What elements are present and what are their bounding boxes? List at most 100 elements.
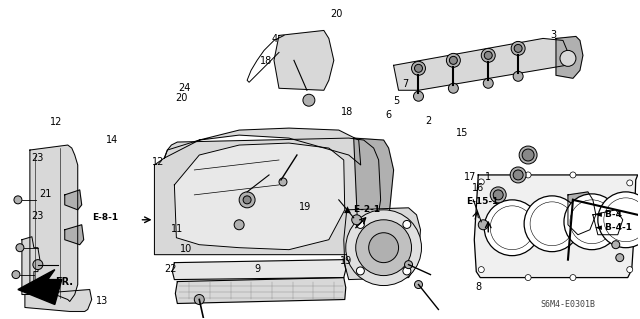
Text: 16: 16: [472, 183, 484, 193]
Circle shape: [195, 294, 204, 304]
Text: 7: 7: [403, 79, 409, 89]
Circle shape: [525, 275, 531, 281]
Circle shape: [243, 196, 251, 204]
Polygon shape: [593, 210, 623, 235]
Circle shape: [481, 48, 495, 62]
Circle shape: [530, 202, 574, 246]
Circle shape: [490, 206, 534, 250]
Circle shape: [612, 241, 620, 249]
Circle shape: [478, 179, 484, 185]
Circle shape: [525, 172, 531, 178]
Polygon shape: [568, 192, 596, 235]
Polygon shape: [18, 270, 62, 304]
Circle shape: [12, 271, 20, 278]
Circle shape: [33, 260, 43, 270]
Text: 10: 10: [180, 244, 193, 254]
Text: ◄ B-4-1: ◄ B-4-1: [595, 223, 632, 232]
Circle shape: [356, 267, 364, 275]
Text: 22: 22: [164, 264, 177, 274]
Text: E-8-1: E-8-1: [92, 213, 118, 222]
Circle shape: [279, 178, 287, 186]
Text: 13: 13: [96, 296, 108, 306]
Text: 2: 2: [426, 116, 431, 126]
Text: 20: 20: [330, 9, 342, 19]
Text: 12: 12: [50, 117, 62, 127]
Text: 1: 1: [484, 172, 491, 182]
Text: 18: 18: [260, 56, 273, 66]
Text: 14: 14: [106, 136, 118, 145]
Circle shape: [484, 200, 540, 256]
Circle shape: [403, 220, 411, 228]
Circle shape: [510, 167, 526, 183]
Circle shape: [522, 149, 534, 161]
Circle shape: [356, 220, 412, 276]
Text: FR.: FR.: [55, 277, 73, 286]
Circle shape: [478, 267, 484, 273]
Polygon shape: [354, 138, 394, 252]
Circle shape: [490, 187, 506, 203]
Polygon shape: [474, 175, 637, 278]
Polygon shape: [344, 208, 420, 279]
Circle shape: [570, 172, 576, 178]
Circle shape: [404, 261, 413, 269]
Circle shape: [14, 196, 22, 204]
Circle shape: [239, 192, 255, 208]
Text: 5: 5: [394, 96, 400, 106]
Polygon shape: [175, 278, 346, 303]
Text: ◄ B-4: ◄ B-4: [595, 210, 622, 219]
Circle shape: [478, 220, 488, 230]
Circle shape: [627, 180, 633, 186]
Text: 11: 11: [171, 224, 184, 234]
Text: 21: 21: [40, 189, 52, 199]
Circle shape: [415, 281, 422, 289]
Polygon shape: [25, 290, 92, 311]
Text: 8: 8: [476, 282, 481, 292]
Text: 17: 17: [465, 172, 477, 182]
Circle shape: [513, 170, 523, 180]
Circle shape: [513, 71, 523, 81]
Text: 6: 6: [385, 110, 392, 120]
Text: 15: 15: [456, 129, 468, 138]
Text: 23: 23: [31, 153, 43, 163]
Circle shape: [560, 50, 576, 66]
Circle shape: [511, 41, 525, 56]
Circle shape: [570, 200, 614, 244]
Circle shape: [413, 91, 424, 101]
Polygon shape: [154, 138, 381, 255]
Text: 19: 19: [299, 202, 311, 212]
Circle shape: [16, 244, 24, 252]
Text: 24: 24: [179, 83, 191, 93]
Text: ▲ E-2-1: ▲ E-2-1: [344, 205, 380, 214]
Polygon shape: [274, 30, 334, 90]
Polygon shape: [172, 260, 346, 279]
Text: S6M4-E0301B: S6M4-E0301B: [540, 300, 595, 309]
Text: 12: 12: [152, 157, 164, 167]
Text: 23: 23: [31, 211, 43, 221]
Circle shape: [449, 83, 458, 93]
Circle shape: [604, 198, 640, 242]
Circle shape: [598, 192, 640, 248]
Circle shape: [446, 53, 460, 67]
Circle shape: [352, 215, 362, 225]
Text: 18: 18: [341, 108, 354, 117]
Circle shape: [303, 94, 315, 106]
Circle shape: [564, 194, 620, 250]
Text: 9: 9: [254, 264, 260, 274]
Polygon shape: [30, 145, 77, 301]
Circle shape: [514, 44, 522, 52]
Circle shape: [483, 78, 493, 88]
Text: 19: 19: [340, 256, 353, 266]
Circle shape: [484, 51, 492, 59]
Circle shape: [403, 267, 411, 275]
Polygon shape: [65, 190, 82, 210]
Circle shape: [627, 267, 633, 273]
Polygon shape: [394, 38, 568, 90]
Text: 3: 3: [550, 30, 556, 40]
Polygon shape: [22, 237, 40, 294]
Circle shape: [449, 56, 458, 64]
Circle shape: [356, 220, 364, 228]
Circle shape: [519, 146, 537, 164]
Circle shape: [524, 196, 580, 252]
Polygon shape: [174, 143, 345, 250]
Circle shape: [616, 254, 624, 262]
